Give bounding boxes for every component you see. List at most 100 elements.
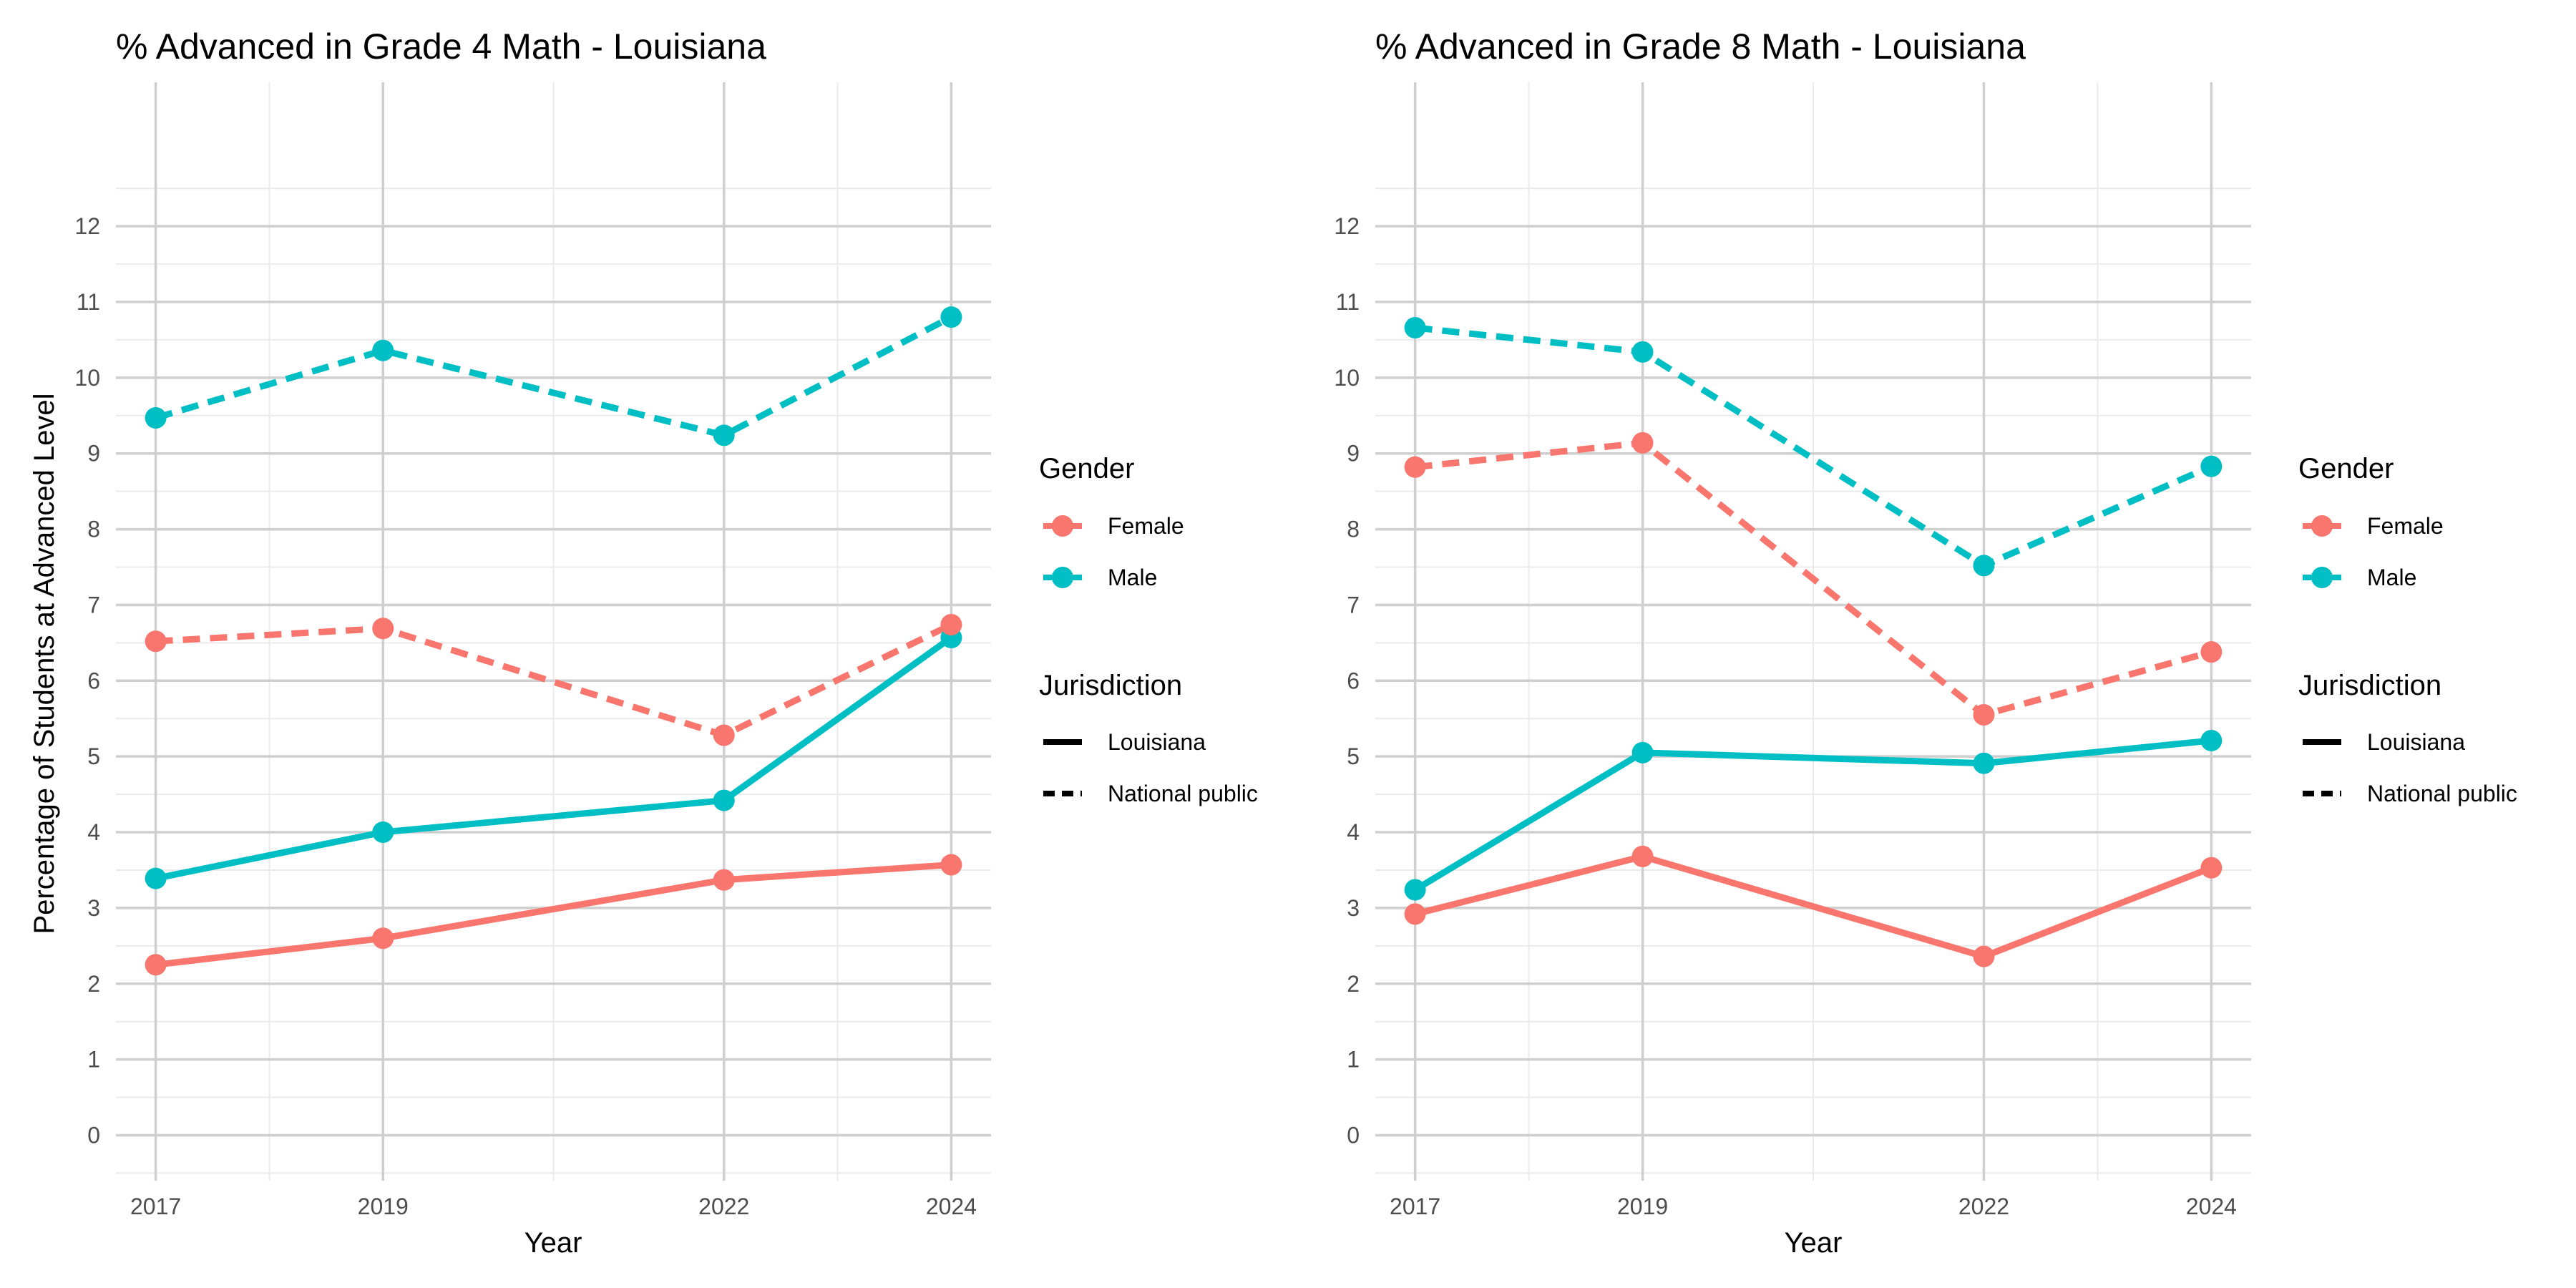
- data-point-male-2019: [1631, 741, 1654, 763]
- series-line-male-national-public: [1415, 324, 2213, 569]
- legend-title-jurisdiction: Jurisdiction: [2298, 670, 2441, 701]
- y-tick-label: 2: [1347, 971, 1360, 997]
- x-axis-title: Year: [525, 1227, 582, 1259]
- y-tick-label: 4: [1347, 819, 1360, 845]
- legend-label-female: Female: [1108, 513, 1184, 539]
- data-point-female-2017: [1404, 456, 1426, 478]
- data-point-male-2024: [940, 306, 962, 328]
- y-tick-label: 1: [87, 1047, 100, 1073]
- data-point-female-2024: [940, 854, 962, 876]
- grid: [116, 82, 991, 1181]
- y-tick-label: 9: [1347, 441, 1360, 467]
- y-tick-label: 4: [87, 819, 100, 845]
- series-line-male-louisiana: [155, 635, 954, 882]
- x-tick-label: 2022: [698, 1194, 749, 1219]
- series-line-female-national-public: [1415, 439, 2212, 718]
- data-point-female-2022: [713, 724, 735, 746]
- series-line-male-louisiana: [1413, 737, 2212, 893]
- legend-key-point: [1052, 567, 1073, 588]
- data-point-male-2019: [1631, 341, 1654, 363]
- data-point-female-2024: [2200, 641, 2223, 663]
- data-point-male-2019: [372, 821, 394, 844]
- x-tick-label: 2019: [358, 1194, 409, 1219]
- data-point-male-2017: [1404, 316, 1426, 338]
- y-tick-label: 0: [87, 1122, 100, 1148]
- data-point-female-2019: [1631, 431, 1654, 454]
- series-line-female-louisiana: [1414, 853, 2212, 960]
- y-tick-label: 5: [1347, 743, 1360, 769]
- legend-label-male: Male: [1108, 565, 1157, 590]
- y-axis-title: Percentage of Students at Advanced Level: [29, 393, 60, 934]
- data-point-male-2019: [372, 339, 394, 361]
- data-point-male-2024: [2200, 455, 2223, 477]
- data-point-female-2019: [1631, 845, 1654, 867]
- legend-label-louisiana: Louisiana: [2367, 729, 2465, 755]
- data-point-female-2019: [372, 618, 394, 640]
- series-line-female-louisiana: [155, 862, 952, 968]
- y-tick-label: 12: [1334, 213, 1360, 239]
- chart-title: % Advanced in Grade 8 Math - Louisiana: [1375, 26, 2026, 67]
- legend-key-point: [2311, 567, 2333, 588]
- series-group: [1404, 316, 2223, 967]
- series-line-male-national-public: [155, 314, 953, 439]
- data-point-male-2022: [1973, 752, 1995, 774]
- y-tick-label: 8: [87, 517, 100, 542]
- chart-title: % Advanced in Grade 4 Math - Louisiana: [116, 26, 766, 67]
- x-tick-label: 2017: [1390, 1194, 1440, 1219]
- data-point-male-2017: [1404, 879, 1426, 901]
- y-tick-label: 1: [1347, 1047, 1360, 1073]
- y-tick-label: 5: [87, 743, 100, 769]
- legend-key-point: [1052, 515, 1073, 537]
- legend-label-male: Male: [2367, 565, 2416, 590]
- y-tick-label: 3: [1347, 895, 1360, 921]
- legend-label-louisiana: Louisiana: [1108, 729, 1206, 755]
- data-point-female-2017: [1404, 903, 1426, 925]
- data-point-female-2017: [145, 954, 167, 976]
- y-tick-label: 7: [1347, 592, 1360, 618]
- y-tick-label: 6: [87, 668, 100, 693]
- legend-key-point: [2311, 515, 2333, 537]
- legend-title-gender: Gender: [1039, 453, 1134, 484]
- data-point-male-2022: [713, 789, 735, 811]
- data-point-male-2017: [145, 867, 167, 889]
- y-tick-label: 10: [74, 365, 100, 391]
- data-point-female-2024: [940, 613, 962, 635]
- x-tick-label: 2024: [2186, 1194, 2237, 1219]
- series-line-female-national-public: [155, 621, 953, 739]
- data-point-female-2017: [145, 630, 167, 653]
- y-tick-label: 8: [1347, 517, 1360, 542]
- legend-label-national-public: National public: [2367, 781, 2517, 806]
- y-tick-label: 6: [1347, 668, 1360, 693]
- y-tick-label: 0: [1347, 1122, 1360, 1148]
- y-tick-label: 7: [87, 592, 100, 618]
- y-tick-label: 11: [77, 289, 100, 315]
- y-tick-label: 3: [87, 895, 100, 921]
- y-tick-label: 11: [1336, 289, 1360, 315]
- data-point-female-2019: [372, 927, 394, 950]
- data-point-male-2022: [713, 424, 735, 447]
- x-tick-label: 2017: [130, 1194, 181, 1219]
- legend: Gender Female Male Jurisdiction Louisiana Nat…: [1039, 453, 1258, 806]
- x-tick-label: 2024: [926, 1194, 977, 1219]
- data-point-male-2022: [1973, 555, 1995, 577]
- series-group: [145, 306, 962, 976]
- grid: [1375, 82, 2251, 1181]
- legend-label-national-public: National public: [1108, 781, 1258, 806]
- data-point-male-2024: [2200, 729, 2223, 751]
- y-tick-label: 2: [87, 971, 100, 997]
- data-point-male-2017: [145, 406, 167, 429]
- legend: Gender Female Male Jurisdiction Louisiana Nat…: [2298, 453, 2517, 806]
- y-tick-label: 10: [1334, 365, 1360, 391]
- x-tick-label: 2022: [1958, 1194, 2009, 1219]
- x-tick-label: 2019: [1617, 1194, 1668, 1219]
- data-point-female-2024: [2200, 857, 2223, 879]
- data-point-female-2022: [1973, 703, 1995, 726]
- legend-title-gender: Gender: [2298, 453, 2394, 484]
- y-tick-label: 12: [74, 213, 100, 239]
- legend-label-female: Female: [2367, 513, 2444, 539]
- x-axis-title: Year: [1785, 1227, 1843, 1259]
- legend-title-jurisdiction: Jurisdiction: [1039, 670, 1182, 701]
